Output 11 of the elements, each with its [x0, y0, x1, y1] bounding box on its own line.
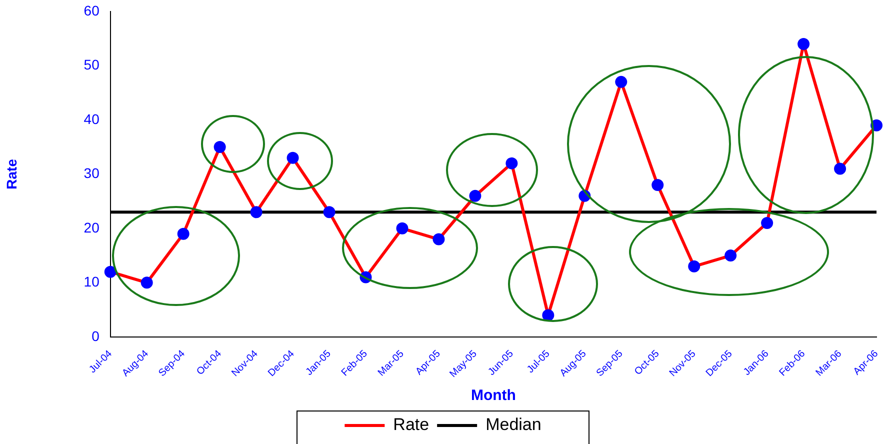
y-tick-label: 0	[92, 328, 100, 344]
y-axis-title: Rate	[3, 158, 20, 190]
legend-label: Median	[486, 415, 542, 434]
y-tick-label: 20	[84, 219, 100, 236]
y-tick-label: 30	[84, 165, 100, 182]
y-tick-label: 10	[84, 274, 100, 290]
y-tick-label: 60	[84, 2, 100, 18]
legend-label: Rate	[393, 415, 430, 434]
y-tick-label: 50	[84, 56, 100, 73]
x-axis-title: Month	[470, 387, 516, 404]
y-tick-label: 40	[84, 110, 100, 127]
